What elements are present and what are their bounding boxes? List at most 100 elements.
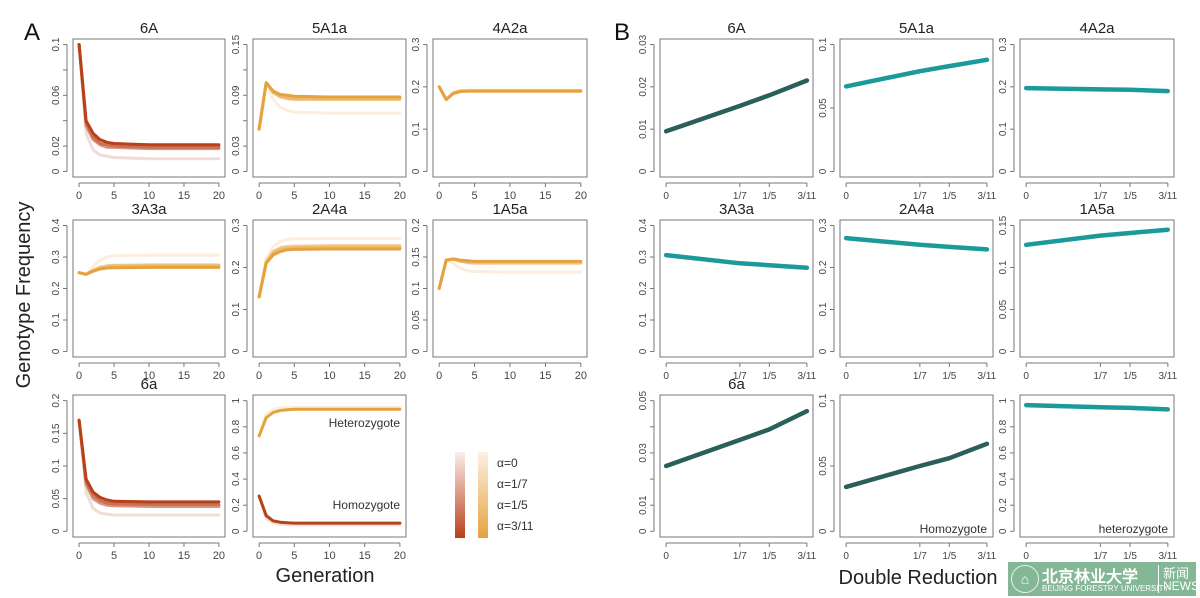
y-tick-label: 0.06 (51, 85, 62, 105)
y-tick-label: 0.15 (231, 34, 242, 54)
plot-frame (432, 38, 588, 178)
x-tick-label: 0 (1023, 551, 1029, 562)
x-tick-label: 20 (213, 370, 225, 382)
annotation-label: Homozygote (920, 522, 988, 536)
y-tick-label: 0.2 (818, 260, 829, 274)
series-line (663, 78, 810, 134)
y-tick-label: 0 (411, 168, 422, 174)
subplot-title: 4A2a (1079, 20, 1115, 37)
x-tick-label: 20 (213, 550, 225, 562)
x-axis-label-generation: Generation (276, 565, 375, 587)
x-tick-label: 1/7 (913, 191, 927, 202)
x-tick-label: 10 (143, 190, 155, 202)
y-tick-label: 1 (998, 397, 1009, 403)
y-tick-label: 0.4 (638, 218, 649, 232)
y-axis-label: Genotype Frequency (13, 202, 35, 389)
y-tick-label: 0.02 (638, 77, 649, 97)
x-tick-label: 10 (504, 370, 516, 382)
series-line (77, 418, 221, 508)
y-tick-label: 0.01 (638, 495, 649, 515)
subplot-title: 2A4a (312, 201, 348, 218)
watermark-logo: ⌂ 北京林业大学 BEIJING FORESTRY UNIVERSITY 新闻 … (1008, 562, 1196, 596)
x-tick-label: 0 (256, 190, 262, 202)
y-tick-label: 0.1 (411, 122, 422, 136)
series-line (257, 81, 402, 131)
series-line (77, 418, 221, 517)
y-tick-label: 0.2 (638, 281, 649, 295)
plot-frame (72, 394, 226, 538)
series-line (1023, 402, 1171, 412)
y-tick-label: 0.8 (231, 419, 242, 433)
subplot-A-6a: 6a 0 0.05 0.1 0.15 0.2 0 5 10 15 20 (51, 376, 226, 562)
x-tick-label: 3/11 (1158, 551, 1177, 562)
y-tick-label: 0.15 (998, 215, 1009, 235)
y-tick-label: 0 (818, 348, 829, 354)
x-tick-label: 0 (1023, 191, 1029, 202)
subplot-B-extra-7: 0 0.05 0.1 0 1/7 1/5 3/11 Homozygote (818, 393, 997, 562)
y-tick-label: 0.2 (231, 260, 242, 274)
x-tick-label: 20 (575, 370, 587, 382)
x-tick-label: 0 (843, 191, 849, 202)
series-line (1023, 227, 1171, 248)
subplot-A-5A1a: 5A1a 0 0.03 0.09 0.15 0 5 10 15 20 (231, 20, 407, 202)
series-line (663, 252, 810, 270)
x-tick-label: 10 (323, 190, 335, 202)
y-tick-label: 0.6 (998, 446, 1009, 460)
series-line (257, 494, 402, 527)
y-tick-label: 0 (231, 168, 242, 174)
series-line (77, 418, 221, 504)
series-line (77, 265, 221, 276)
y-tick-label: 0.1 (818, 393, 829, 407)
y-tick-label: 0 (998, 528, 1009, 534)
subplot-B-4A2a: 4A2a 0 0.1 0.2 0.3 0 1/7 1/5 3/11 (998, 20, 1178, 202)
university-seal-icon: ⌂ (1011, 565, 1039, 593)
y-tick-label: 0.2 (998, 79, 1009, 93)
legend-entry: α=1/5 (497, 498, 528, 512)
x-tick-label: 1/7 (1093, 371, 1107, 382)
y-tick-label: 0.1 (411, 281, 422, 295)
x-tick-label: 3/11 (1158, 191, 1177, 202)
subplot-B-1A5a: 1A5a 0 0.05 0.1 0.15 0 1/7 1/5 3/11 (998, 201, 1178, 382)
plot-frame (252, 394, 407, 538)
y-tick-label: 0 (51, 528, 62, 534)
x-tick-label: 1/5 (942, 191, 956, 202)
series-line (257, 244, 402, 299)
series-line (257, 494, 402, 525)
x-tick-label: 1/5 (1123, 551, 1137, 562)
y-tick-label: 0.15 (411, 247, 422, 267)
y-tick-label: 0 (998, 168, 1009, 174)
x-tick-label: 10 (143, 370, 155, 382)
x-tick-label: 3/11 (978, 551, 997, 562)
x-tick-label: 5 (111, 190, 117, 202)
y-tick-label: 0 (411, 348, 422, 354)
plot-frame (252, 38, 407, 178)
x-tick-label: 1/7 (733, 371, 747, 382)
series-line (257, 245, 402, 299)
y-tick-label: 0.1 (51, 459, 62, 473)
plot-frame (839, 219, 994, 358)
subplot-B-3A3a: 3A3a 0 0.1 0.2 0.3 0.4 0 1/7 1/5 3/11 (638, 201, 817, 382)
series-line (437, 258, 583, 290)
x-tick-label: 15 (178, 550, 190, 562)
legend-ramp-red (455, 452, 465, 538)
panel-a-label: A (24, 19, 40, 46)
y-tick-label: 0.2 (411, 218, 422, 232)
subplot-title: 4A2a (492, 20, 528, 37)
y-tick-label: 0.09 (231, 85, 242, 105)
x-tick-label: 5 (291, 370, 297, 382)
x-tick-label: 20 (575, 190, 587, 202)
series-line (77, 43, 221, 151)
x-tick-label: 15 (178, 190, 190, 202)
x-tick-label: 3/11 (798, 371, 817, 382)
y-tick-label: 0.3 (51, 250, 62, 264)
x-tick-label: 3/11 (978, 191, 997, 202)
series-line (1023, 85, 1171, 94)
x-tick-label: 0 (663, 371, 669, 382)
series-line (437, 257, 583, 290)
x-tick-label: 15 (359, 370, 371, 382)
plot-frame (1019, 219, 1175, 358)
plot-frame (839, 38, 994, 178)
y-tick-label: 0.3 (818, 218, 829, 232)
series-line (843, 57, 990, 89)
y-tick-label: 0.3 (411, 37, 422, 51)
